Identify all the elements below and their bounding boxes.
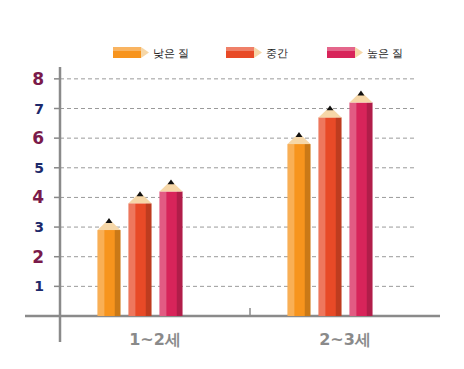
bar-shade	[305, 144, 311, 316]
y-tick-label: 4	[32, 187, 44, 207]
y-tick-label: 3	[34, 219, 44, 235]
y-axis	[59, 67, 62, 342]
bar	[160, 192, 183, 317]
pencil-tip	[98, 219, 121, 230]
pencil-lead	[358, 91, 365, 96]
pencil-tip	[350, 92, 373, 103]
pencil-tip	[129, 192, 152, 203]
pencil-tip	[319, 106, 342, 117]
bar	[319, 117, 342, 316]
pencil-lead	[296, 132, 303, 137]
bar	[129, 203, 152, 316]
y-tick-label: 7	[34, 101, 44, 117]
legend-tip	[355, 47, 363, 58]
grid-line	[60, 78, 415, 79]
bar	[288, 144, 311, 316]
legend-tip	[141, 47, 149, 58]
legend: 낮은 질 중간 높은 질	[113, 47, 404, 60]
pencil-lead	[106, 218, 113, 223]
chart: 1 2 3 4 5 6 7 8 1~2세 2~3세 낮은 질 중간 높은 질	[0, 0, 464, 369]
bar-highlight	[319, 117, 326, 316]
bar-shade	[177, 192, 183, 317]
y-tick-label: 2	[32, 247, 44, 267]
x-axis	[25, 315, 440, 318]
x-tick-label: 2~3세	[319, 330, 371, 349]
legend-swatch-highlight	[226, 47, 254, 51]
bar	[98, 230, 121, 316]
pencil-lead	[137, 191, 144, 196]
bar-highlight	[288, 144, 295, 316]
pencil-tip	[288, 133, 311, 144]
legend-tip	[254, 47, 262, 58]
bars	[98, 91, 373, 316]
bar-highlight	[350, 103, 357, 316]
y-tick-label: 1	[34, 278, 44, 294]
x-tick	[249, 308, 251, 316]
bar	[350, 103, 373, 316]
legend-swatch	[327, 47, 355, 58]
pencil-tip	[160, 181, 183, 192]
legend-swatch-highlight	[113, 47, 141, 51]
bar-highlight	[160, 192, 167, 317]
pencil-lead	[168, 180, 175, 185]
bar-shade	[115, 230, 121, 316]
legend-swatch-highlight	[327, 47, 355, 51]
y-tick-label: 8	[32, 69, 44, 89]
legend-label: 낮은 질	[153, 47, 190, 60]
legend-swatch	[113, 47, 141, 58]
bar-highlight	[129, 203, 136, 316]
bar-shade	[336, 117, 342, 316]
bar-highlight	[98, 230, 105, 316]
bar-shade	[367, 103, 373, 316]
x-tick-label: 1~2세	[129, 330, 181, 349]
legend-label: 중간	[266, 47, 288, 60]
bar-shade	[146, 203, 152, 316]
y-tick-label: 5	[34, 160, 44, 176]
legend-swatch	[226, 47, 254, 58]
y-tick-label: 6	[32, 128, 44, 148]
legend-label: 높은 질	[367, 47, 404, 60]
pencil-lead	[327, 105, 334, 110]
